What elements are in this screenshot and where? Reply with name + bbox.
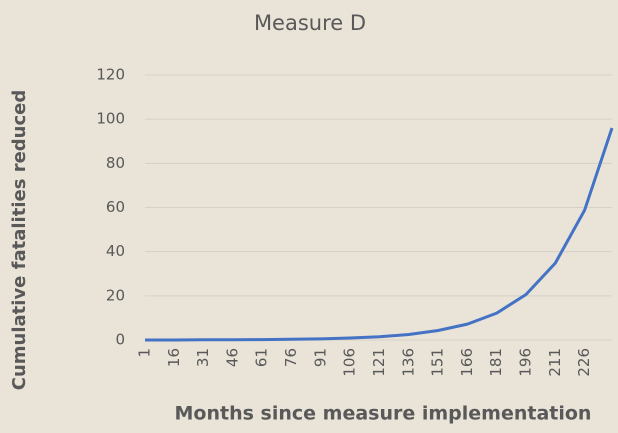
x-tick-label: 1 (136, 348, 154, 358)
x-tick-label: 181 (487, 348, 505, 377)
x-tick-label: 46 (223, 348, 241, 367)
x-tick-label: 76 (282, 348, 300, 367)
x-tick-label: 106 (341, 348, 359, 377)
y-tick-label: 80 (106, 154, 125, 172)
x-tick-label: 226 (575, 348, 593, 377)
y-tick-label: 40 (106, 242, 125, 260)
y-tick-label: 120 (96, 66, 125, 84)
y-tick-label: 20 (106, 286, 125, 304)
x-tick-label: 136 (399, 348, 417, 377)
x-tick-label: 151 (429, 348, 447, 377)
y-tick-label: 0 (115, 331, 125, 349)
x-tick-label: 166 (458, 348, 476, 377)
chart-title: Measure D (254, 11, 366, 35)
data-line (145, 127, 614, 342)
x-tick-label: 211 (546, 348, 564, 377)
x-tick-label: 31 (194, 348, 212, 367)
y-tick-label: 100 (96, 110, 125, 128)
x-axis-label: Months since measure implementation (175, 403, 592, 425)
y-axis-label: Cumulative fatalities reduced (9, 90, 30, 390)
x-tick-label: 196 (517, 348, 535, 377)
x-tick-label: 121 (370, 348, 388, 377)
x-tick-label: 16 (165, 348, 183, 367)
y-tick-label: 60 (106, 198, 125, 216)
x-tick-label: 61 (253, 348, 271, 367)
x-tick-label: 91 (311, 348, 329, 367)
